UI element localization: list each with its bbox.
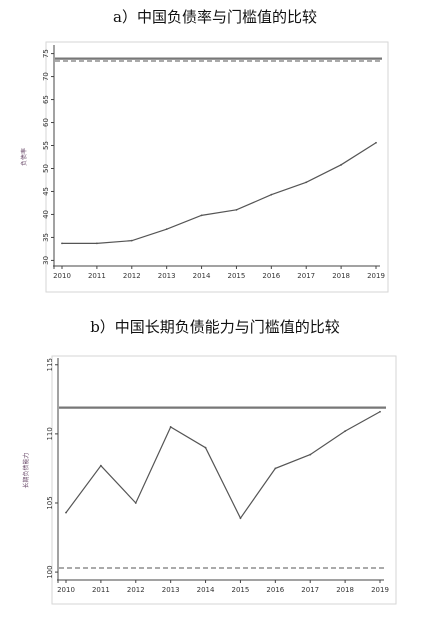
x-tick-label: 2016: [266, 586, 284, 594]
data-point: [204, 446, 207, 449]
x-tick-label: 2012: [127, 586, 145, 594]
chart-b-title: b）中国长期负债能力与门槛值的比较: [90, 318, 340, 336]
y-tick-label: 100: [46, 565, 54, 578]
long-term-debt-capacity-chart: 100 105 110 115 2010 2011 2012 2013 2014 2015 2016…: [22, 355, 397, 605]
y-axis-label: 长期负债能力: [22, 452, 30, 488]
x-tick-label: 2018: [332, 272, 350, 280]
series-line-0: [62, 142, 377, 244]
data-point: [379, 410, 381, 413]
data-point: [340, 163, 343, 166]
y-tick-label: 45: [42, 187, 50, 196]
x-tick-label: 2016: [262, 272, 280, 280]
y-tick-label: 115: [46, 358, 54, 371]
x-tick-label: 2015: [228, 272, 246, 280]
chart-frame: [45, 41, 389, 293]
debt-ratio-chart: 30 35 40 45 50 55 60 65 70 75 2010 2011 2012 2013 2014…: [20, 41, 389, 293]
data-point: [235, 208, 238, 211]
x-tick-label: 2019: [371, 586, 389, 594]
x-tick-label: 2011: [92, 586, 110, 594]
data-point: [305, 181, 308, 184]
data-point: [309, 453, 312, 456]
data-point: [95, 242, 98, 245]
x-tick-label: 2010: [53, 272, 71, 280]
x-tick-label: 2013: [158, 272, 176, 280]
y-tick-label: 70: [42, 72, 50, 81]
x-tick-label: 2015: [232, 586, 250, 594]
data-point: [375, 141, 377, 144]
x-tick-label: 2012: [123, 272, 141, 280]
x-tick-label: 2017: [297, 272, 315, 280]
data-point: [134, 502, 137, 504]
y-tick-label: 75: [42, 49, 50, 58]
data-point: [61, 242, 63, 245]
y-tick-label: 35: [42, 233, 50, 242]
y-tick-label: 60: [42, 118, 50, 127]
x-tick-label: 2014: [193, 272, 211, 280]
y-tick-label: 30: [42, 256, 50, 265]
data-point: [200, 214, 203, 217]
data-point: [270, 193, 273, 196]
data-point: [169, 426, 172, 428]
y-tick-label: 105: [46, 496, 54, 509]
y-tick-label: 50: [42, 164, 50, 173]
data-point: [130, 239, 133, 242]
y-tick-label: 65: [42, 95, 50, 104]
y-tick-label: 55: [42, 141, 50, 150]
data-point: [239, 517, 242, 520]
y-axis-label: 负债率: [20, 148, 28, 166]
x-tick-label: 2011: [88, 272, 106, 280]
data-point: [99, 464, 102, 467]
data-point: [344, 430, 347, 433]
x-tick-label: 2018: [336, 586, 354, 594]
series-line-0: [65, 411, 381, 520]
x-tick-label: 2010: [57, 586, 75, 594]
chart-a-title: a）中国负债率与门槛值的比较: [113, 8, 317, 26]
data-point: [65, 511, 67, 514]
data-point: [274, 467, 277, 470]
y-tick-label: 110: [46, 427, 54, 440]
data-point: [165, 228, 168, 231]
y-tick-label: 40: [42, 210, 50, 219]
x-tick-label: 2019: [367, 272, 385, 280]
x-tick-label: 2014: [197, 586, 215, 594]
x-tick-label: 2013: [162, 586, 180, 594]
chart-frame: [51, 355, 397, 605]
x-tick-label: 2017: [301, 586, 319, 594]
